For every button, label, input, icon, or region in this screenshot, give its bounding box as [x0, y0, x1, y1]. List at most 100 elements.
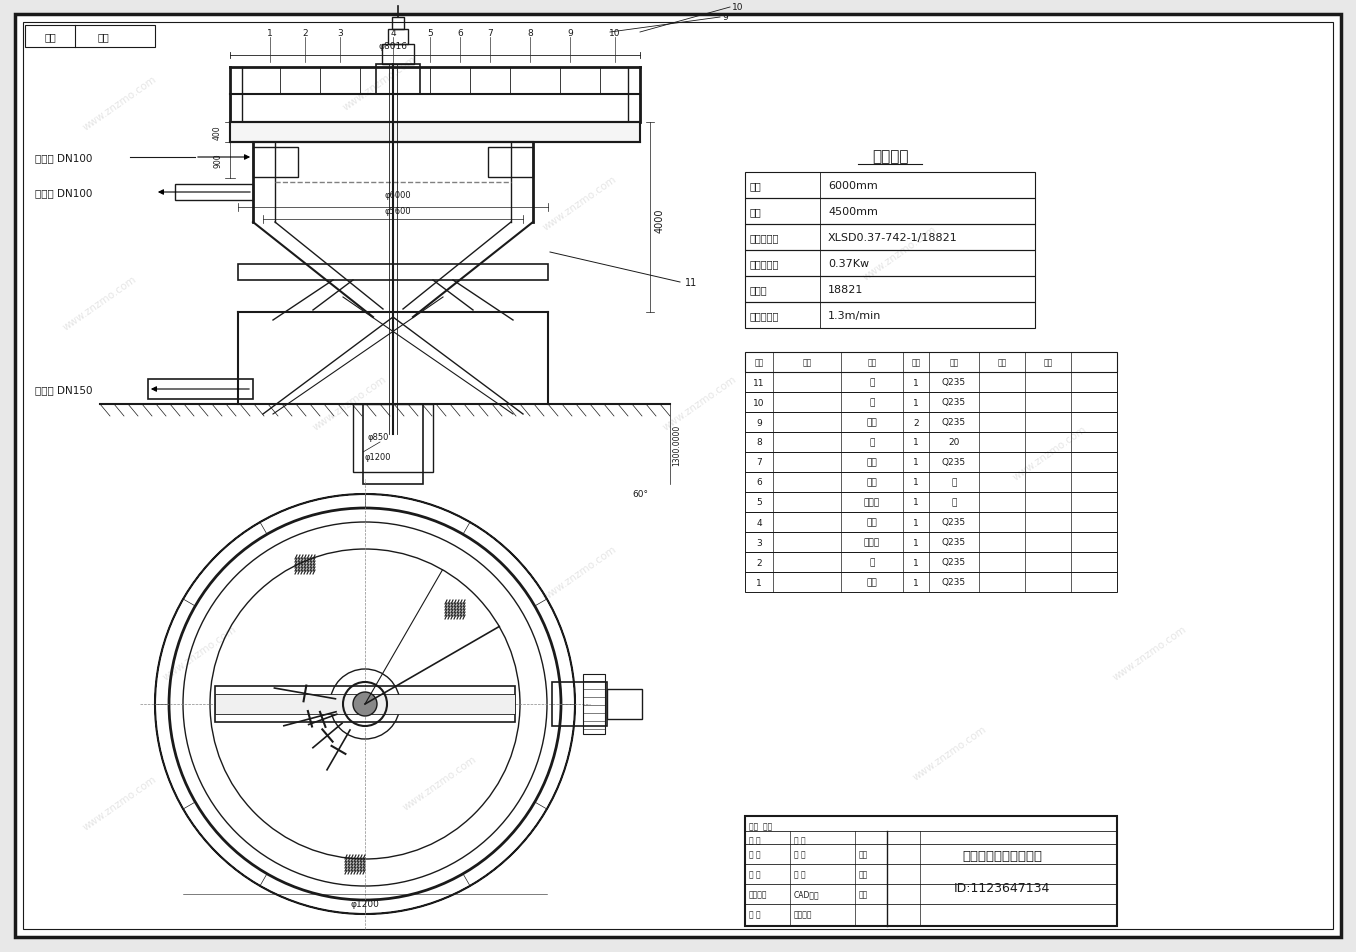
- Text: 各部: 各部: [98, 32, 108, 42]
- Bar: [231, 123, 640, 143]
- Text: 横梁: 横梁: [866, 458, 877, 467]
- Text: www.znzmo.com: www.znzmo.com: [541, 544, 618, 602]
- Text: 减速机型号: 减速机型号: [750, 232, 780, 243]
- Text: www.znzmo.com: www.znzmo.com: [312, 373, 389, 432]
- Text: 4: 4: [391, 29, 396, 37]
- Text: 9: 9: [721, 13, 728, 23]
- Text: 序号: 序号: [754, 358, 763, 367]
- Bar: [353, 405, 433, 472]
- Text: 4000: 4000: [655, 208, 664, 232]
- Text: φ850: φ850: [367, 433, 389, 442]
- Text: 框: 框: [869, 558, 875, 566]
- Text: 桩: 桩: [869, 438, 875, 447]
- Text: 10: 10: [732, 4, 743, 12]
- Text: 刮板: 刮板: [866, 418, 877, 427]
- Text: 单 准: 单 准: [749, 836, 761, 844]
- Text: 1: 1: [913, 558, 919, 566]
- Text: 图号: 图号: [803, 358, 812, 367]
- Text: 耙杆: 耙杆: [866, 518, 877, 527]
- Text: 技术参数: 技术参数: [872, 149, 909, 165]
- Text: 轴承座: 轴承座: [864, 498, 880, 507]
- Text: 10: 10: [753, 398, 765, 407]
- Text: Q235: Q235: [942, 398, 965, 407]
- Text: 池径: 池径: [750, 181, 762, 190]
- Bar: [744, 472, 1117, 492]
- Text: 6000mm: 6000mm: [829, 181, 877, 190]
- Text: 1: 1: [267, 29, 273, 37]
- Text: 收 件: 收 件: [795, 869, 805, 879]
- Text: 耙: 耙: [869, 378, 875, 387]
- Text: 制图: 制图: [858, 889, 868, 899]
- Text: 8: 8: [527, 29, 533, 37]
- Text: www.znzmo.com: www.znzmo.com: [342, 53, 419, 112]
- Text: 9: 9: [567, 29, 572, 37]
- Text: 1: 1: [913, 478, 919, 487]
- Text: 周边线速度: 周边线速度: [750, 310, 780, 321]
- Text: www.znzmo.com: www.znzmo.com: [662, 373, 739, 432]
- Text: 1: 1: [913, 518, 919, 527]
- Text: 审 批: 审 批: [749, 869, 761, 879]
- Bar: [744, 225, 1035, 250]
- Text: www.znzmo.com: www.znzmo.com: [1012, 424, 1089, 482]
- Bar: [382, 45, 414, 65]
- Bar: [148, 380, 254, 400]
- Text: ID:1123647134: ID:1123647134: [953, 882, 1050, 895]
- Text: Q235: Q235: [942, 558, 965, 566]
- Circle shape: [353, 692, 377, 716]
- Text: 池深: 池深: [750, 207, 762, 217]
- Text: 铸: 铸: [952, 478, 957, 487]
- Bar: [552, 683, 607, 726]
- Text: 主 要: 主 要: [795, 836, 805, 844]
- Bar: [744, 277, 1035, 303]
- Bar: [216, 694, 515, 714]
- Text: 1: 1: [913, 398, 919, 407]
- Text: 1.3m/min: 1.3m/min: [829, 310, 881, 321]
- Text: 审核批准: 审核批准: [795, 909, 812, 919]
- Text: φ8016: φ8016: [378, 42, 408, 51]
- Text: 溢流口 DN100: 溢流口 DN100: [35, 188, 92, 198]
- Text: φ5600: φ5600: [385, 207, 411, 216]
- Text: CAD制图: CAD制图: [795, 889, 819, 899]
- Text: φ1200: φ1200: [351, 900, 380, 908]
- Text: 10: 10: [609, 29, 621, 37]
- Text: Q235: Q235: [942, 578, 965, 586]
- Text: 11: 11: [753, 378, 765, 387]
- Text: 单位: 单位: [998, 358, 1006, 367]
- Bar: [239, 265, 548, 281]
- Text: 减速机功率: 减速机功率: [750, 259, 780, 268]
- Text: 轴承: 轴承: [866, 478, 877, 487]
- Text: 18821: 18821: [829, 285, 864, 295]
- Bar: [744, 372, 1117, 392]
- Bar: [607, 689, 641, 720]
- Bar: [744, 412, 1117, 432]
- Text: 5: 5: [757, 498, 762, 507]
- Text: 2: 2: [913, 418, 919, 427]
- Text: 7: 7: [757, 458, 762, 467]
- Text: 60°: 60°: [632, 490, 648, 499]
- Text: 6: 6: [457, 29, 462, 37]
- Bar: [744, 173, 1035, 199]
- Text: 2: 2: [302, 29, 308, 37]
- Text: 4500mm: 4500mm: [829, 207, 877, 217]
- Bar: [744, 303, 1035, 328]
- Text: 进水口 DN100: 进水口 DN100: [35, 153, 92, 163]
- Text: 校核: 校核: [858, 869, 868, 879]
- Bar: [254, 148, 298, 178]
- Bar: [744, 250, 1035, 277]
- Text: 2: 2: [757, 558, 762, 566]
- Text: 审 定: 审 定: [749, 849, 761, 859]
- Text: 铸: 铸: [952, 498, 957, 507]
- Text: 结构: 结构: [45, 32, 56, 42]
- Text: 制图: 制图: [858, 849, 868, 859]
- Text: www.znzmo.com: www.znzmo.com: [61, 273, 138, 332]
- Text: 浓缩池及刮泥机外形图: 浓缩池及刮泥机外形图: [961, 849, 1041, 863]
- Text: 7: 7: [487, 29, 492, 37]
- Bar: [744, 452, 1117, 472]
- Text: 1: 1: [913, 538, 919, 547]
- Text: www.znzmo.com: www.znzmo.com: [911, 724, 989, 782]
- Text: 1300.0000: 1300.0000: [673, 424, 681, 466]
- Text: 1: 1: [757, 578, 762, 586]
- Text: www.znzmo.com: www.znzmo.com: [81, 773, 159, 831]
- Text: 减速比: 减速比: [750, 285, 767, 295]
- Text: 3: 3: [757, 538, 762, 547]
